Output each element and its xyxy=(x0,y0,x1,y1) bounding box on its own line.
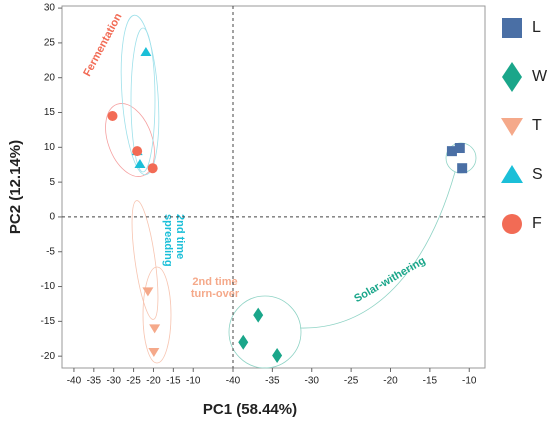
x-tick-label: -35 xyxy=(87,376,102,387)
y-tick-label: 0 xyxy=(49,212,55,223)
x-tick-label: -10 xyxy=(462,376,477,387)
legend-marker xyxy=(502,62,522,92)
marker xyxy=(142,287,154,297)
x-tick-label: -30 xyxy=(305,376,320,387)
annotation: Fermentation xyxy=(81,11,124,78)
marker xyxy=(134,159,146,169)
annotation: 2nd time spreading xyxy=(162,214,186,267)
legend-marker xyxy=(502,18,522,38)
x-tick-label: -40 xyxy=(67,376,82,387)
marker xyxy=(147,163,158,174)
marker xyxy=(132,146,143,157)
y-tick-label: -20 xyxy=(41,351,56,362)
marker xyxy=(140,46,152,56)
marker xyxy=(238,334,249,350)
plot-frame xyxy=(61,5,486,369)
legend-label: W xyxy=(532,68,548,85)
y-tick-label: 10 xyxy=(44,142,56,153)
x-tick-label: -25 xyxy=(344,376,359,387)
y-tick-label: 25 xyxy=(44,38,56,49)
y-tick-label: -5 xyxy=(46,246,55,257)
y-tick-label: 15 xyxy=(44,107,56,118)
x-tick-label: -20 xyxy=(383,376,398,387)
y-tick-label: 30 xyxy=(44,3,56,14)
legend-label: T xyxy=(532,117,542,134)
x-tick-label: -10 xyxy=(186,376,201,387)
marker xyxy=(253,307,264,323)
annotation-box: 2nd time turn-over xyxy=(190,276,240,300)
x-tick-label: -15 xyxy=(166,376,181,387)
y-tick-label: -10 xyxy=(41,281,56,292)
y-axis-title: PC2 (12.14%) xyxy=(7,140,24,234)
marker xyxy=(272,347,283,363)
group-outlines xyxy=(105,14,477,369)
marker xyxy=(454,143,465,154)
x-tick-label: -20 xyxy=(146,376,161,387)
legend-label: F xyxy=(532,215,542,232)
legend-label: L xyxy=(532,19,541,36)
x-tick-label: -25 xyxy=(126,376,141,387)
x-tick-label: -40 xyxy=(226,376,241,387)
legend-marker xyxy=(501,118,523,136)
y-tick-label: 5 xyxy=(49,177,55,188)
x-axis-title: PC1 (58.44%) xyxy=(203,401,297,418)
x-tick-label: -30 xyxy=(106,376,121,387)
legend-label: S xyxy=(532,166,543,183)
legend-marker xyxy=(502,214,522,234)
marker xyxy=(446,146,457,157)
annotation: Solar-withering xyxy=(352,255,427,305)
annotation: 2nd time turn-over xyxy=(190,276,240,300)
y-tick-label: -15 xyxy=(41,316,56,327)
x-tick-label: -35 xyxy=(265,376,280,387)
marker xyxy=(457,163,468,174)
marker xyxy=(107,110,118,121)
annotation-box: 2nd time spreading xyxy=(162,214,186,267)
marker xyxy=(149,324,161,334)
legend-marker xyxy=(501,165,523,183)
x-tick-label: -15 xyxy=(423,376,438,387)
marker xyxy=(148,347,160,357)
y-tick-label: 20 xyxy=(44,72,56,83)
